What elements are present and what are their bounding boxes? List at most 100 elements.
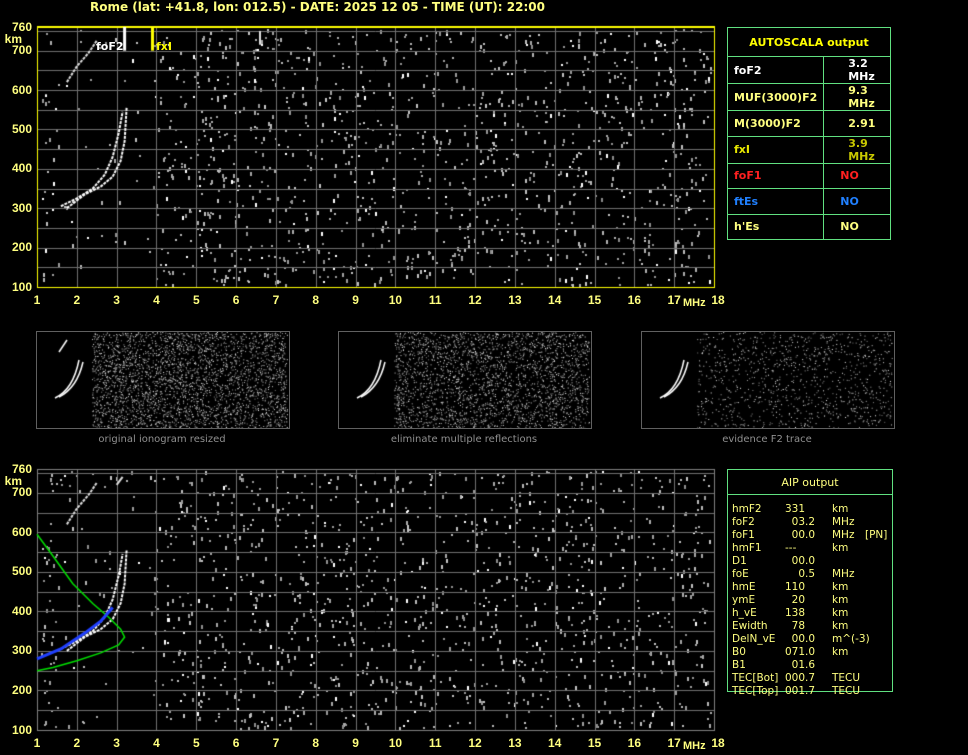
x-tick-label: 13 <box>508 736 522 750</box>
autoscala-value: 3.9 MHz <box>823 135 891 164</box>
aip-unit: TECU <box>832 672 861 684</box>
x-tick-label: 7 <box>272 293 280 307</box>
aip-param: hmF1 <box>732 542 762 554</box>
x-tick-label: 11 <box>428 736 442 750</box>
y-tick-label: 100 <box>11 722 32 737</box>
aip-extra: [PN] <box>865 529 888 541</box>
x-tick-label: 9 <box>352 293 359 307</box>
aip-value: --- <box>785 542 797 554</box>
aip-value: 001.7 <box>785 685 816 697</box>
aip-value: 03.2 <box>785 516 816 528</box>
aip-param: ymE <box>732 594 756 606</box>
autoscala-value: NO <box>823 188 891 215</box>
autoscala-value: NO <box>823 162 891 189</box>
autoscala-param: h'Es <box>726 213 825 240</box>
y-tick-label: 400 <box>11 603 32 618</box>
autoscala-row: foF2 3.2 MHz <box>726 56 891 84</box>
aip-value: 110 <box>785 581 806 593</box>
x-tick-label: 1 <box>33 736 41 750</box>
y-tick-label: 760 <box>11 19 32 34</box>
x-tick-label: 4 <box>153 293 160 307</box>
x-tick-label: 14 <box>548 736 562 750</box>
x-tick-label: 15 <box>587 293 602 307</box>
x-tick-label: 2 <box>73 293 81 307</box>
x-tick-label: 13 <box>508 293 522 307</box>
fxi-label: fxI <box>156 40 172 53</box>
aip-param: DelN_vE <box>732 633 776 645</box>
aip-param: hmF2 <box>732 503 762 515</box>
thumbnail-caption: original ionogram resized <box>98 434 226 445</box>
autoscala-param: MUF(3000)F2 <box>726 83 825 111</box>
autoscala-row: foF1 NO <box>726 162 891 189</box>
autoscala-param: fxI <box>726 135 825 164</box>
aip-value: 331 <box>785 503 806 515</box>
aip-unit: km <box>832 646 849 658</box>
x-unit-label: MHz <box>683 297 706 309</box>
aip-value: 00.0 <box>785 633 816 645</box>
aip-value: 00.0 <box>785 529 816 541</box>
aip-unit: km <box>832 581 849 593</box>
autoscala-row: MUF(3000)F2 9.3 MHz <box>726 83 891 111</box>
y-tick-label: 100 <box>11 279 32 294</box>
x-tick-label: 5 <box>192 736 200 750</box>
aip-value: 20 <box>785 594 806 606</box>
aip-unit: MHz <box>832 568 855 580</box>
aip-output-panel: AIP output <box>727 469 893 692</box>
x-unit-label: MHz <box>683 740 706 752</box>
x-tick-label: 2 <box>73 736 81 750</box>
x-tick-label: 14 <box>548 293 562 307</box>
autoscala-param: foF1 <box>726 162 825 189</box>
aip-unit: m^(-3) <box>832 633 870 645</box>
aip-value: 00.0 <box>785 555 816 567</box>
aip-param: Ewidth <box>732 620 768 632</box>
aip-unit: km <box>832 594 849 606</box>
aip-title: AIP output <box>728 470 892 495</box>
aip-param: B1 <box>732 659 746 671</box>
aip-param: B0 <box>732 646 746 658</box>
y-tick-label: 600 <box>11 524 32 539</box>
aip-value: 01.6 <box>785 659 816 671</box>
aip-param: TEC[Top] <box>732 685 779 697</box>
y-tick-label: 400 <box>11 161 32 176</box>
y-tick-label: 500 <box>11 121 32 136</box>
aip-param: foE <box>732 568 749 580</box>
y-tick-label: 300 <box>11 643 32 658</box>
autoscala-title: AUTOSCALA output <box>727 27 891 57</box>
x-tick-label: 9 <box>352 736 359 750</box>
aip-unit: MHz <box>832 529 855 541</box>
x-tick-label: 10 <box>388 293 403 307</box>
x-tick-label: 8 <box>312 293 320 307</box>
x-tick-label: 16 <box>627 293 642 307</box>
aip-param: hmE <box>732 581 756 593</box>
fof2-label: foF2 <box>96 40 124 53</box>
autoscala-value: 2.91 <box>823 110 891 137</box>
y-unit-label: km <box>4 31 22 46</box>
x-tick-label: 10 <box>388 736 403 750</box>
autoscala-value: NO <box>823 213 891 240</box>
x-tick-label: 1 <box>33 293 41 307</box>
y-tick-label: 600 <box>11 82 32 97</box>
aip-param: foF2 <box>732 516 755 528</box>
x-tick-label: 11 <box>428 293 442 307</box>
aip-param: h_vE <box>732 607 757 619</box>
autoscala-output-table: AUTOSCALA output foF2 3.2 MHz MUF(3000)F2 9… <box>726 27 891 240</box>
y-tick-label: 200 <box>11 682 32 697</box>
aip-unit: km <box>832 542 849 554</box>
x-tick-label: 5 <box>192 293 200 307</box>
x-tick-label: 7 <box>272 736 280 750</box>
x-tick-label: 12 <box>468 293 482 307</box>
x-tick-label: 3 <box>113 736 120 750</box>
y-tick-label: 200 <box>11 240 32 255</box>
autoscala-value: 9.3 MHz <box>823 83 891 111</box>
autoscala-param: ftEs <box>726 188 825 215</box>
aip-value: 0.5 <box>785 568 816 580</box>
aip-value: 071.0 <box>785 646 816 658</box>
x-tick-label: 4 <box>153 736 160 750</box>
y-tick-label: 700 <box>11 485 32 500</box>
x-tick-label: 12 <box>468 736 482 750</box>
aip-unit: km <box>832 607 849 619</box>
thumbnail-eliminate-multiple <box>338 331 592 429</box>
autoscala-row: h'Es NO <box>726 213 891 240</box>
x-tick-label: 18 <box>711 293 725 307</box>
x-tick-label: 6 <box>232 293 240 307</box>
